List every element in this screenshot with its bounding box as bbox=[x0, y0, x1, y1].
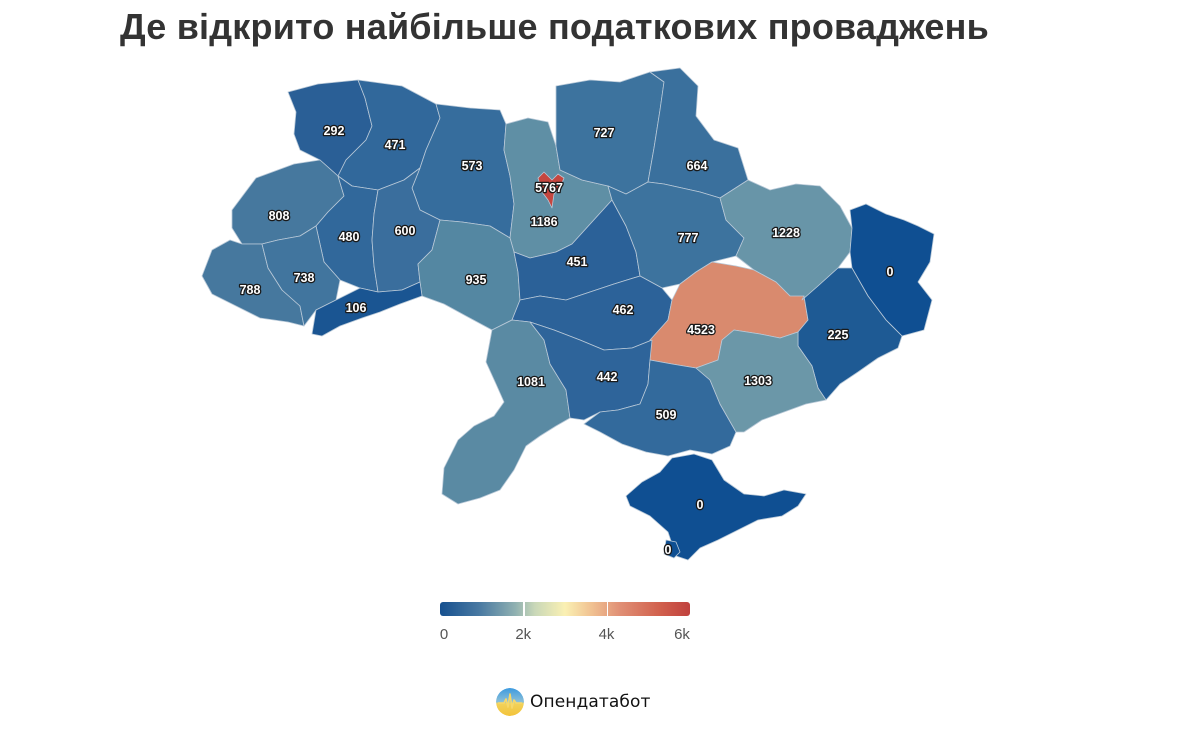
legend-label-0: 0 bbox=[439, 626, 449, 643]
chart-title: Де відкрито найбільше податкових провадж… bbox=[120, 6, 989, 47]
legend-label-2k: 2k bbox=[515, 626, 532, 643]
label-kyiv-oblast: 1186 bbox=[530, 215, 557, 229]
label-luhansk: 0 bbox=[887, 265, 894, 279]
region-zaporizhzhia[interactable] bbox=[695, 329, 827, 433]
label-zhytomyr: 573 bbox=[462, 159, 483, 173]
region-sumy[interactable] bbox=[647, 67, 749, 199]
region-sevastopol[interactable] bbox=[663, 539, 681, 559]
region-chernivtsi[interactable] bbox=[311, 281, 423, 337]
label-donetsk: 225 bbox=[828, 328, 849, 342]
legend-tick-4k bbox=[606, 602, 608, 616]
label-cherkasy: 451 bbox=[567, 255, 588, 269]
region-crimea[interactable] bbox=[625, 453, 807, 561]
label-poltava: 777 bbox=[678, 231, 699, 245]
region-kyiv-city[interactable] bbox=[537, 171, 565, 209]
label-dnipro: 4523 bbox=[687, 323, 715, 337]
label-kharkiv: 1228 bbox=[772, 226, 800, 240]
label-kyiv-city: 5767 bbox=[535, 181, 563, 195]
label-rivne: 471 bbox=[385, 138, 406, 152]
region-value-labels: 292 471 573 5767 1186 727 664 808 480 60… bbox=[238, 123, 895, 559]
label-sevastopol: 0 bbox=[665, 543, 672, 557]
label-khmelnytskyi: 600 bbox=[395, 224, 416, 238]
region-luhansk[interactable] bbox=[849, 203, 935, 337]
label-volyn: 292 bbox=[324, 124, 345, 138]
label-kherson: 509 bbox=[656, 408, 677, 422]
label-odesa: 1081 bbox=[517, 375, 545, 389]
label-chernihiv: 727 bbox=[594, 126, 615, 140]
brand-name: Опендатабот bbox=[530, 692, 651, 712]
legend-label-4k: 4k bbox=[598, 626, 615, 643]
label-kirovohrad: 462 bbox=[613, 303, 634, 317]
legend-label-6k: 6k bbox=[674, 626, 690, 643]
brand-logo-block: Опендатабот bbox=[496, 688, 650, 716]
label-zaporizhzhia: 1303 bbox=[744, 374, 772, 388]
legend-tick-2k bbox=[523, 602, 525, 616]
label-chernivtsi: 106 bbox=[346, 301, 367, 315]
label-mykolaiv: 442 bbox=[597, 370, 618, 384]
label-sumy: 664 bbox=[687, 159, 708, 173]
label-zakarpattia: 788 bbox=[240, 283, 261, 297]
label-crimea: 0 bbox=[697, 498, 704, 512]
label-vinnytsia: 935 bbox=[466, 273, 487, 287]
label-ternopil: 480 bbox=[339, 230, 360, 244]
opendatabot-logo-icon bbox=[496, 688, 524, 716]
color-scale-legend: 0 2k 4k 6k bbox=[440, 602, 690, 643]
label-ivano-frankivsk: 738 bbox=[294, 271, 315, 285]
label-lviv: 808 bbox=[269, 209, 290, 223]
color-scale-bar bbox=[440, 602, 690, 616]
